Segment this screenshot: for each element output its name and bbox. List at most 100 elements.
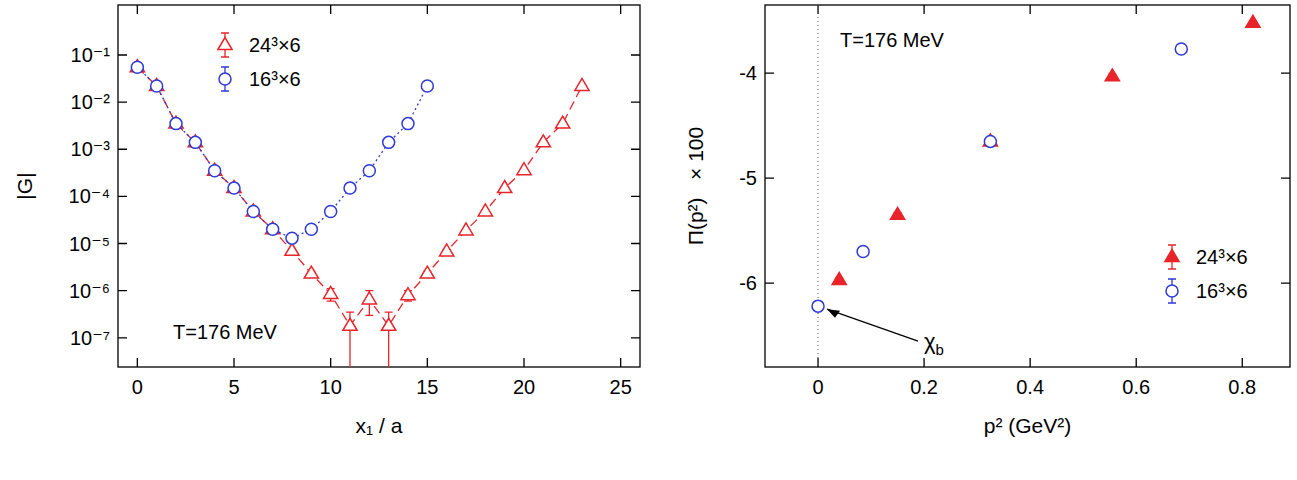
- x-tick-label: 0.6: [1122, 376, 1150, 398]
- series: [131, 61, 433, 244]
- legend-label: 24³×6: [1196, 246, 1248, 268]
- legend-marker: [1165, 250, 1179, 262]
- legend-marker: [219, 73, 231, 85]
- series: [832, 15, 1260, 284]
- panel: 051015202510⁻⁷10⁻⁶10⁻⁵10⁻⁴10⁻³10⁻²10⁻¹x₁…: [13, 5, 640, 437]
- y-tick-label: -6: [739, 272, 757, 294]
- x-tick: [427, 5, 428, 367]
- marker: [459, 223, 473, 235]
- marker: [517, 163, 531, 175]
- marker: [324, 286, 338, 298]
- y-tick: [118, 101, 640, 102]
- marker: [536, 135, 550, 147]
- y-tick: [118, 290, 640, 291]
- marker: [228, 182, 240, 194]
- marker: [383, 136, 395, 148]
- y-tick-label: 10⁻⁵: [69, 233, 110, 255]
- marker: [1246, 15, 1260, 27]
- marker: [832, 272, 846, 284]
- plot-frame: [765, 5, 1290, 367]
- marker: [362, 292, 376, 304]
- plot-frame: [118, 5, 640, 367]
- legend-label: 16³×6: [249, 68, 301, 90]
- marker: [857, 246, 869, 258]
- y-tick-label: 10⁻⁷: [70, 327, 110, 349]
- marker: [285, 243, 299, 255]
- figure: 051015202510⁻⁷10⁻⁶10⁻⁵10⁻⁴10⁻³10⁻²10⁻¹x₁…: [0, 0, 1297, 480]
- marker: [556, 116, 570, 128]
- annotation: T=176 MeV: [840, 29, 945, 51]
- plot-area: [812, 5, 1260, 367]
- marker: [421, 80, 433, 92]
- x-tick: [330, 5, 331, 367]
- marker: [343, 318, 357, 330]
- marker: [420, 266, 434, 278]
- x-tick-label: 0.8: [1228, 376, 1256, 398]
- marker: [498, 181, 512, 193]
- marker: [131, 61, 143, 73]
- y-tick-label: 10⁻¹: [71, 44, 111, 66]
- marker: [305, 223, 317, 235]
- x-tick: [1136, 5, 1137, 367]
- x-tick-label: 0.2: [910, 376, 938, 398]
- marker: [1175, 43, 1187, 55]
- x-tick: [1242, 5, 1243, 367]
- x-tick: [1030, 5, 1031, 367]
- series-line: [137, 67, 427, 238]
- marker: [209, 165, 221, 177]
- marker: [890, 207, 904, 219]
- legend-marker: [1166, 285, 1178, 297]
- annotation-part: χ: [924, 329, 936, 354]
- marker: [401, 288, 415, 300]
- y-tick: [765, 73, 1290, 74]
- x-tick: [923, 5, 924, 367]
- y-axis-label: |G|: [13, 172, 36, 199]
- x-tick-label: 25: [610, 376, 632, 398]
- y-tick: [118, 54, 640, 55]
- x-tick-label: 15: [416, 376, 438, 398]
- y-tick-label: -5: [739, 167, 757, 189]
- marker: [170, 118, 182, 130]
- x-tick-label: 10: [320, 376, 342, 398]
- page: {"chart_data": [ {"type": "scatter", "lo…: [0, 0, 1297, 480]
- annotation-part: b: [936, 341, 944, 358]
- y-tick: [765, 177, 1290, 178]
- y-axis-label: Π(p²) × 100: [684, 127, 707, 245]
- marker: [575, 78, 589, 90]
- marker: [812, 300, 824, 312]
- marker: [344, 182, 356, 194]
- annotation: χb: [924, 329, 944, 358]
- marker: [402, 118, 414, 130]
- marker: [440, 244, 454, 256]
- y-tick-label: -4: [739, 62, 757, 84]
- marker: [267, 223, 279, 235]
- x-tick: [620, 5, 621, 367]
- legend: 24³×6 16³×6: [1165, 245, 1248, 303]
- marker: [286, 232, 298, 244]
- series-line: [137, 67, 582, 326]
- legend-label: 16³×6: [1196, 280, 1248, 302]
- marker: [1105, 69, 1119, 81]
- x-tick-label: 0: [132, 376, 143, 398]
- y-tick-label: 10⁻³: [71, 138, 111, 160]
- panel: 0 0.2 0.4 0.6 0.8 -6 -5 -4 p² (GeV²) Π(p²) × 100 2…: [684, 5, 1290, 437]
- y-tick: [118, 243, 640, 244]
- x-tick: [523, 5, 524, 367]
- y-tick-label: 10⁻⁴: [69, 185, 110, 207]
- marker: [189, 136, 201, 148]
- x-axis-label: p² (GeV²): [984, 414, 1072, 437]
- marker: [304, 266, 318, 278]
- x-tick-label: 20: [513, 376, 535, 398]
- x-tick-label: 0.4: [1016, 376, 1044, 398]
- plot-area: [130, 60, 589, 367]
- legend: 24³×616³×6: [218, 33, 301, 91]
- marker: [478, 204, 492, 216]
- series: [812, 43, 1187, 312]
- marker: [247, 205, 259, 217]
- x-tick-label: 5: [228, 376, 239, 398]
- legend-marker: [218, 38, 232, 50]
- x-axis-label: x₁ / a: [356, 414, 403, 437]
- x-tick-label: 0: [812, 376, 823, 398]
- marker: [382, 318, 396, 330]
- marker: [363, 165, 375, 177]
